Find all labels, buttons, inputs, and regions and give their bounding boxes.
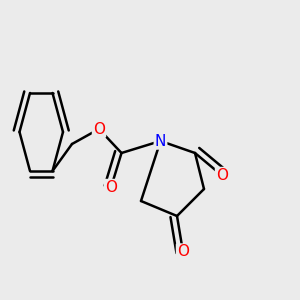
Text: O: O — [93, 122, 105, 136]
Text: O: O — [177, 244, 189, 260]
Text: N: N — [155, 134, 166, 148]
Text: O: O — [105, 180, 117, 195]
Text: O: O — [216, 168, 228, 183]
